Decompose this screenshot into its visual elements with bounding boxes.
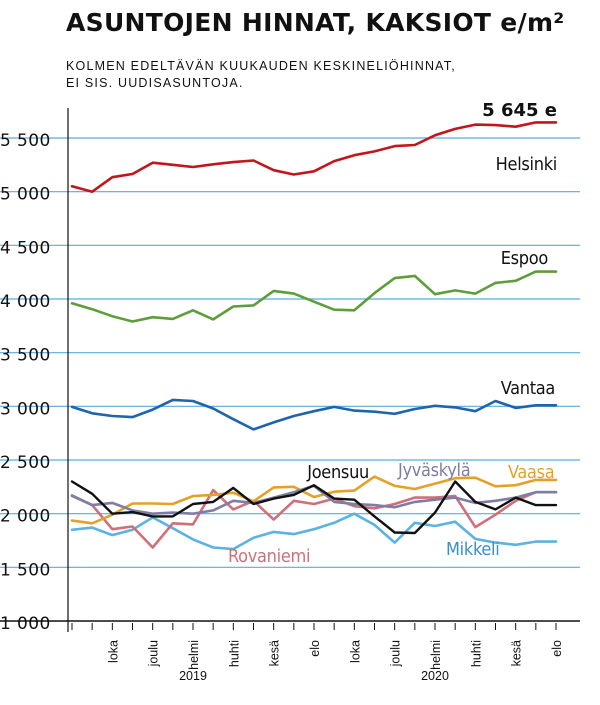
series-line-jyvskyl [70, 484, 558, 516]
series-label-espoo: Espoo [501, 248, 549, 269]
x-tick-label: huhti [227, 640, 241, 667]
x-tick-label: joulu [389, 640, 403, 667]
y-tick-label: 3 000 [0, 399, 51, 419]
series-label-vantaa: Vantaa [501, 378, 555, 399]
x-year-label: 2019 [179, 669, 207, 683]
x-tick-label: loka [106, 640, 120, 663]
series-label-vaasa: Vaasa [508, 462, 554, 483]
y-tick-label: 1 000 [0, 614, 51, 634]
series-line-joensuu [70, 480, 558, 535]
y-tick-label: 3 500 [0, 346, 51, 366]
y-tick-label: 2 000 [0, 507, 51, 527]
series-line-vantaa [70, 398, 558, 431]
y-tick-label: 4 500 [0, 238, 51, 258]
x-tick-label: joulu [147, 640, 161, 667]
series-label-jyvskyl: Jyväskylä [397, 460, 470, 481]
x-year-label: 2020 [421, 669, 449, 683]
x-tick-label: elo [550, 640, 564, 657]
x-tick-label: huhti [469, 640, 483, 667]
x-tick-label: kesä [268, 640, 282, 666]
end-value-label: 5 645 e [482, 100, 557, 121]
x-tick-label: elo [308, 640, 322, 657]
series-line-rovaniemi [70, 488, 558, 549]
series-line-espoo [70, 270, 558, 323]
y-tick-label: 5 500 [0, 131, 51, 151]
y-tick-label: 1 500 [0, 560, 51, 580]
y-tick-label: 2 500 [0, 453, 51, 473]
series-line-vaasa [70, 475, 558, 525]
series-label-rovaniemi: Rovaniemi [228, 546, 310, 567]
y-tick-label: 4 000 [0, 292, 51, 312]
chart-subtitle: KOLMEN EDELTÄVÄN KUUKAUDEN KESKINELIÖHIN… [66, 58, 456, 92]
chart-title: ASUNTOJEN HINNAT, KAKSIOT e/m² [66, 8, 565, 37]
x-tick-label: helmi [429, 640, 443, 670]
series-line-helsinki [70, 121, 558, 193]
x-tick-label: helmi [187, 640, 201, 670]
series-label-mikkeli: Mikkeli [446, 539, 499, 560]
x-tick-label: kesä [510, 640, 524, 666]
subtitle-line-2: EI SIS. UUDISASUNTOJA. [66, 76, 244, 90]
y-tick-label: 5 000 [0, 185, 51, 205]
series-label-joensuu: Joensuu [306, 462, 369, 483]
subtitle-line-1: KOLMEN EDELTÄVÄN KUUKAUDEN KESKINELIÖHIN… [66, 59, 456, 73]
x-tick-label: loka [348, 640, 362, 663]
series-label-helsinki: Helsinki [496, 154, 557, 175]
